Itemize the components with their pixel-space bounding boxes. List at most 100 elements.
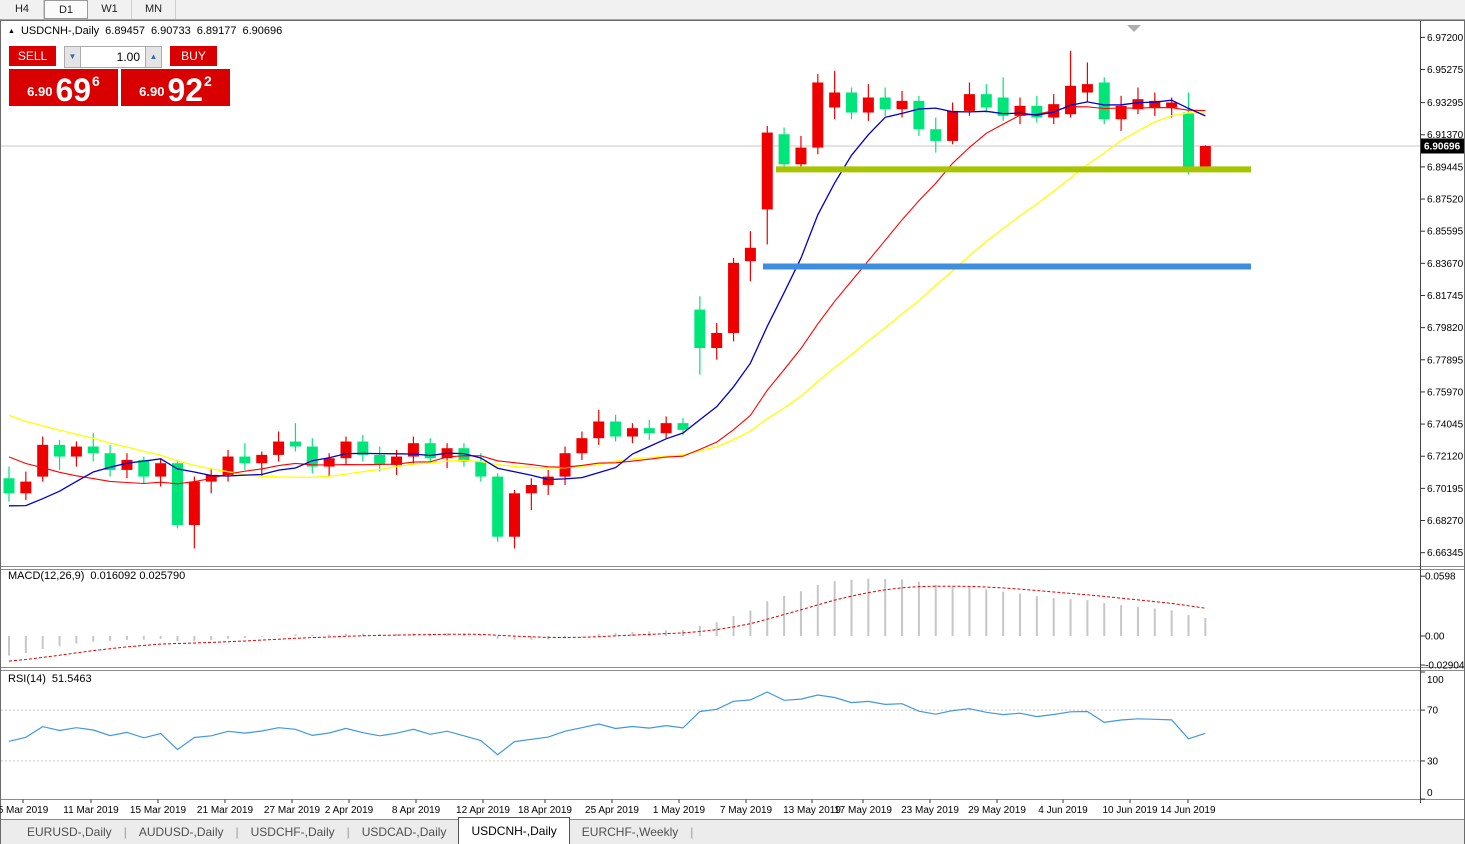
date-tick-label: 23 May 2019 (901, 805, 959, 816)
svg-text:6.72120: 6.72120 (1427, 452, 1464, 463)
date-tick-label: 13 May 2019 (783, 805, 841, 816)
sell-price-big: 69 (55, 72, 92, 108)
sell-button[interactable]: SELL (9, 46, 56, 68)
chart-tab-usdcnh[interactable]: USDCNH-,Daily (458, 817, 570, 844)
svg-text:70: 70 (1427, 706, 1439, 717)
svg-text:6.93295: 6.93295 (1427, 98, 1464, 109)
svg-text:0.00: 0.00 (1425, 632, 1445, 643)
svg-text:6.95275: 6.95275 (1427, 65, 1464, 76)
current-price-tag (1421, 138, 1464, 154)
chart-tab-eurchf[interactable]: EURCHF-,Weekly (581, 825, 679, 839)
date-tick-label: 1 May 2019 (652, 805, 706, 816)
svg-text:6.79820: 6.79820 (1427, 323, 1464, 334)
date-tick-label: 18 Apr 2019 (518, 805, 572, 816)
svg-text:6.70195: 6.70195 (1427, 484, 1464, 495)
date-tick-label: 29 May 2019 (968, 805, 1026, 816)
rsi-indicator-label: RSI(14) 51.5463 (8, 673, 92, 685)
date-tick-label: 2 Apr 2019 (324, 805, 374, 816)
tab-separator: | (123, 825, 127, 839)
date-axis: 5 Mar 2019 11 Mar 2019 15 Mar 2019 21 Mar 2… (0, 803, 1421, 819)
timeframe-toolbar: H4 D1 W1 MN (0, 0, 1465, 20)
date-tick-label: 5 Mar 2019 (0, 805, 49, 816)
tab-separator: | (690, 825, 694, 839)
volume-decrease-button[interactable]: ▼ (64, 46, 81, 68)
spacer (56, 46, 64, 68)
chart-tab-bar: EURUSD-,Daily | AUDUSD-,Daily | USDCHF-,Dail… (1, 817, 1464, 844)
volume-input[interactable] (81, 46, 145, 68)
date-tick-label: 10 Jun 2019 (1102, 805, 1158, 816)
chart-tab-usdcad[interactable]: USDCAD-,Daily (361, 825, 447, 839)
date-tick-label: 11 Mar 2019 (63, 805, 119, 816)
chart-background (1, 21, 1464, 803)
svg-text:6.68270: 6.68270 (1427, 516, 1464, 527)
svg-text:6.77895: 6.77895 (1427, 355, 1464, 366)
svg-text:6.87520: 6.87520 (1427, 195, 1464, 206)
price-chart-canvas[interactable]: 6.97200 6.95275 6.93295 6.91370 6.89445 6.875… (1, 21, 1464, 803)
timeframe-mn-button[interactable]: MN (132, 0, 176, 19)
svg-text:6.81745: 6.81745 (1427, 291, 1464, 302)
chart-tab-usdchf[interactable]: USDCHF-,Daily (250, 825, 335, 839)
timeframe-h4-button[interactable]: H4 (0, 0, 44, 19)
chart-window: 6.97200 6.95275 6.93295 6.91370 6.89445 6.875… (0, 20, 1465, 844)
chart-symbol-title: USDCNH-,Daily (20, 25, 100, 37)
svg-text:100: 100 (1427, 675, 1444, 686)
date-tick-label: 4 Jun 2019 (1038, 805, 1088, 816)
date-tick-label: 25 Apr 2019 (585, 805, 639, 816)
date-tick-label: 14 Jun 2019 (1160, 805, 1216, 816)
ohlc-high: 6.90733 (150, 25, 191, 37)
date-tick-label: 15 Mar 2019 (129, 805, 187, 816)
macd-histogram-layer (8, 578, 1207, 656)
ohlc-open: 6.89457 (105, 25, 145, 37)
chart-header: ▲ USDCNH-,Daily 6.89457 6.90733 6.89177 … (8, 25, 282, 37)
chart-shift-marker-icon[interactable] (1127, 25, 1141, 32)
rsi-title: RSI(14) (8, 673, 46, 685)
chart-tab-eurusd[interactable]: EURUSD-,Daily (27, 825, 112, 839)
svg-text:6.74045: 6.74045 (1427, 420, 1464, 431)
rsi-value: 51.5463 (51, 673, 92, 685)
svg-text:0.0598: 0.0598 (1425, 572, 1456, 583)
buy-price-prefix: 6.90 (139, 84, 165, 99)
svg-text:6.85595: 6.85595 (1427, 227, 1464, 238)
ohlc-close: 6.90696 (242, 25, 283, 37)
sell-price-prefix: 6.90 (27, 84, 53, 99)
tab-separator: | (235, 825, 239, 839)
date-tick-label: 12 Apr 2019 (456, 805, 510, 816)
svg-text:6.89445: 6.89445 (1427, 162, 1464, 173)
candlesticks-layer (3, 50, 1211, 549)
svg-text:30: 30 (1427, 756, 1439, 767)
date-tick-label: 17 May 2019 (834, 805, 892, 816)
date-tick-label: 27 Mar 2019 (263, 805, 321, 816)
spacer (162, 46, 170, 68)
ma-8-line (8, 99, 1206, 507)
sell-price-box[interactable]: 6.90 69 6 (9, 69, 118, 106)
svg-text:6.66345: 6.66345 (1427, 548, 1464, 559)
macd-indicator-label: MACD(12,26,9) 0.016092 0.025790 (8, 570, 185, 582)
one-click-trade-panel: SELL ▼ ▲ BUY 6.90 69 6 6.90 92 2 (9, 46, 230, 106)
collapse-panel-icon[interactable]: ▲ (8, 27, 15, 35)
ohlc-low: 6.89177 (196, 25, 237, 37)
sell-price-sup: 6 (92, 73, 100, 89)
macd-title: MACD(12,26,9) (8, 570, 85, 582)
buy-button[interactable]: BUY (170, 46, 217, 68)
current-price-tag-value: 6.90696 (1424, 142, 1461, 153)
date-tick-label: 7 May 2019 (719, 805, 773, 816)
chart-tab-audusd[interactable]: AUDUSD-,Daily (138, 825, 224, 839)
svg-text:6.97200: 6.97200 (1427, 33, 1464, 44)
date-tick-label: 8 Apr 2019 (391, 805, 441, 816)
svg-text:6.75970: 6.75970 (1427, 387, 1464, 398)
svg-text:6.91370: 6.91370 (1427, 130, 1464, 141)
buy-price-sup: 2 (204, 73, 212, 89)
buy-price-big: 92 (167, 72, 204, 108)
buy-price-box[interactable]: 6.90 92 2 (121, 69, 230, 106)
svg-text:6.83670: 6.83670 (1427, 259, 1464, 270)
volume-increase-button[interactable]: ▲ (145, 46, 162, 68)
timeframe-d1-button[interactable]: D1 (44, 0, 88, 19)
date-tick-label: 21 Mar 2019 (196, 805, 254, 816)
tab-separator: | (346, 825, 350, 839)
price-axis: 6.97200 6.95275 6.93295 6.91370 6.89445 6.875… (22, 33, 1464, 803)
ma-16-line (8, 106, 1206, 485)
rsi-line (8, 691, 1206, 756)
timeframe-w1-button[interactable]: W1 (88, 0, 132, 19)
svg-text:-0.029049: -0.029049 (1425, 661, 1464, 672)
